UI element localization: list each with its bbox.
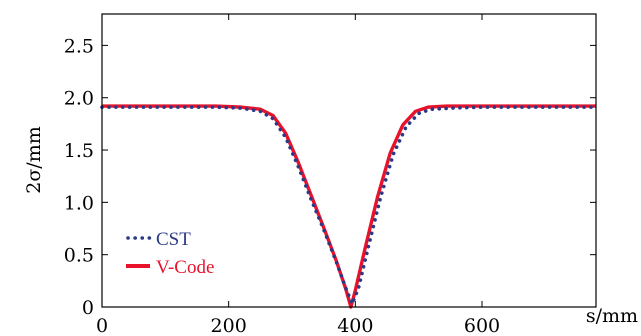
- x-tick-label: 400: [337, 315, 373, 336]
- ticks-layer: 0 200 400 600 0 0.5 1.0 1.5 2.0 2.5: [64, 14, 596, 336]
- y-tick-label: 0.5: [64, 245, 94, 267]
- x-axis-label: s/mm: [586, 305, 638, 327]
- y-tick-label: 1.0: [64, 192, 94, 214]
- series-line-cst: [100, 105, 598, 306]
- y-tick-label: 2.0: [64, 88, 94, 110]
- y-tick-label: 0: [82, 297, 94, 319]
- x-tick-label: 600: [464, 315, 500, 336]
- axes-layer: [101, 13, 597, 308]
- legend-label-cst: CST: [156, 229, 191, 250]
- y-tick-label: 2.5: [64, 35, 94, 57]
- series-layer: [100, 104, 598, 309]
- x-tick-label: 200: [211, 315, 247, 336]
- y-tick-label: 1.5: [64, 140, 94, 162]
- x-tick-label: 0: [96, 315, 108, 336]
- y-axis-label: 2σ/mm: [23, 126, 45, 194]
- series-line-v-code: [102, 104, 596, 309]
- legend-label-v-code: V-Code: [156, 257, 214, 278]
- legend: CST V-Code: [126, 229, 214, 278]
- axes-frame: [101, 13, 597, 308]
